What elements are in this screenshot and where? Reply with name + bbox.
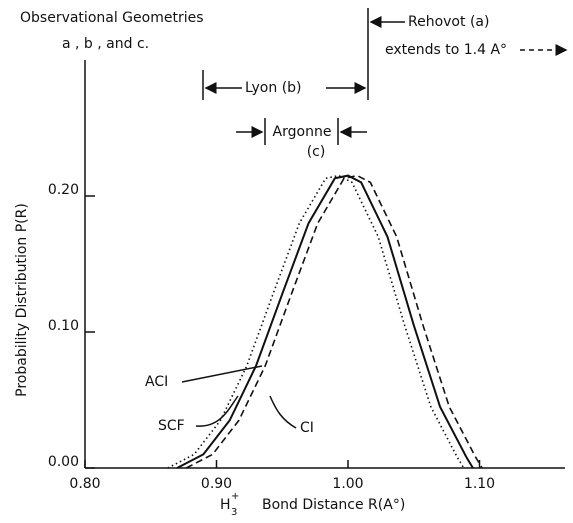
leader [269, 395, 297, 429]
annotation: extends to 1.4 A° [385, 42, 507, 58]
x-tick-label: 0.80 [69, 476, 100, 492]
y-tick-label: 0.00 [48, 454, 79, 470]
annotations: Observational Geometries a , b , and c. … [20, 8, 568, 436]
series-line [176, 174, 474, 469]
annotation: Rehovot (a) [408, 14, 489, 30]
leader [181, 365, 263, 383]
annotation: Lyon (b) [245, 80, 302, 96]
leader [195, 395, 239, 427]
annotation: SCF [158, 418, 185, 434]
x-tick-label: 0.90 [201, 476, 232, 492]
annotation: CI [300, 420, 314, 436]
series-line [185, 174, 483, 469]
x-axis-symbol: H [220, 497, 231, 513]
annotation: a , b , and c. [62, 36, 149, 52]
x-tick-label: 1.10 [464, 476, 495, 492]
y-tick-label: 0.10 [48, 318, 79, 334]
annotation: ACI [145, 374, 168, 390]
x-tick-label: 1.00 [332, 476, 363, 492]
y-tick-label: 0.20 [48, 182, 79, 198]
x-axis-subscript: 3 [231, 507, 237, 518]
x-axis-label: Bond Distance R(A°) [262, 497, 405, 513]
annotation: (c) [307, 144, 326, 160]
x-axis-superscript: + [231, 491, 239, 502]
annotation: Observational Geometries [20, 10, 204, 26]
series-line [167, 174, 465, 469]
annotation: Argonne [273, 124, 332, 140]
y-axis-label: Probability Distribution P(R) [14, 203, 30, 397]
